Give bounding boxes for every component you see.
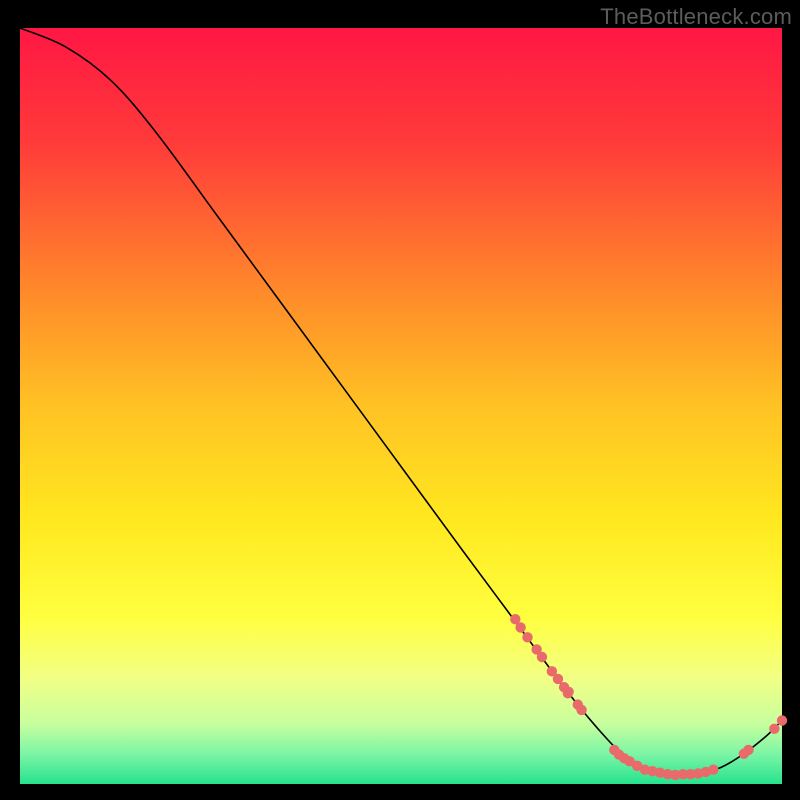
data-point: [522, 632, 532, 642]
data-point: [777, 715, 787, 725]
bottleneck-chart: [0, 0, 800, 800]
data-point: [743, 745, 753, 755]
data-point: [769, 724, 779, 734]
data-point: [537, 652, 547, 662]
watermark-text: TheBottleneck.com: [600, 4, 792, 30]
data-point: [708, 764, 718, 774]
data-point: [563, 687, 573, 697]
data-point: [576, 705, 586, 715]
chart-container: TheBottleneck.com: [0, 0, 800, 800]
data-point: [553, 674, 563, 684]
data-point: [515, 622, 525, 632]
plot-background: [20, 28, 782, 784]
